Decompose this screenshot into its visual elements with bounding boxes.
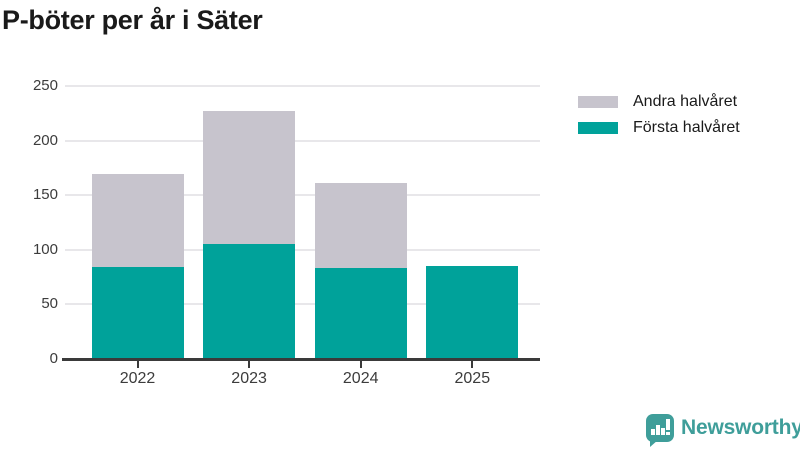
y-axis-tick-label: 50 — [41, 295, 58, 313]
x-axis-tick — [471, 361, 474, 368]
legend-label: Första halvåret — [633, 119, 740, 136]
x-axis-label: 2022 — [119, 370, 156, 387]
gridline — [65, 303, 540, 306]
bar-segment-2023 — [203, 111, 296, 245]
bar-segment-2025 — [426, 266, 519, 359]
x-axis-line — [62, 358, 540, 361]
newsworthy-wordmark: Newsworthy — [681, 416, 800, 439]
gridline — [65, 248, 540, 251]
legend: Andra halvåret Första halvåret — [578, 89, 740, 141]
legend-swatch-icon — [578, 121, 618, 135]
bar-segment-2023 — [203, 244, 296, 359]
gridline — [65, 139, 540, 142]
legend-swatch-icon — [578, 95, 618, 109]
chart-title: P-böter per år i Säter — [2, 5, 263, 35]
legend-item-forsta-halvaret: Första halvåret — [578, 115, 740, 141]
bar-segment-2022 — [91, 174, 184, 268]
legend-label: Andra halvåret — [633, 93, 738, 110]
newsworthy-logo[interactable]: Newsworthy — [646, 414, 800, 447]
y-axis-tick-label: 200 — [32, 131, 58, 149]
bar-segment-2022 — [91, 267, 184, 359]
y-axis-tick-label: 150 — [32, 186, 58, 204]
x-axis-tick — [359, 361, 362, 368]
gridline — [65, 85, 540, 87]
bar-segment-2024 — [314, 268, 407, 359]
y-axis-tick-label: 100 — [32, 240, 58, 258]
y-axis-tick-label: 0 — [49, 350, 58, 367]
x-axis-tick — [248, 361, 251, 368]
bar-segment-2024 — [314, 183, 407, 269]
x-axis-label: 2023 — [231, 370, 267, 387]
y-axis-tick-label: 250 — [32, 77, 58, 94]
gridline — [65, 194, 540, 197]
newsworthy-chart-bubble-icon — [646, 414, 674, 447]
x-axis-label: 2024 — [342, 370, 379, 387]
x-axis-label: 2025 — [454, 370, 491, 387]
x-axis-tick — [136, 361, 139, 368]
legend-item-andra-halvaret: Andra halvåret — [578, 89, 740, 115]
